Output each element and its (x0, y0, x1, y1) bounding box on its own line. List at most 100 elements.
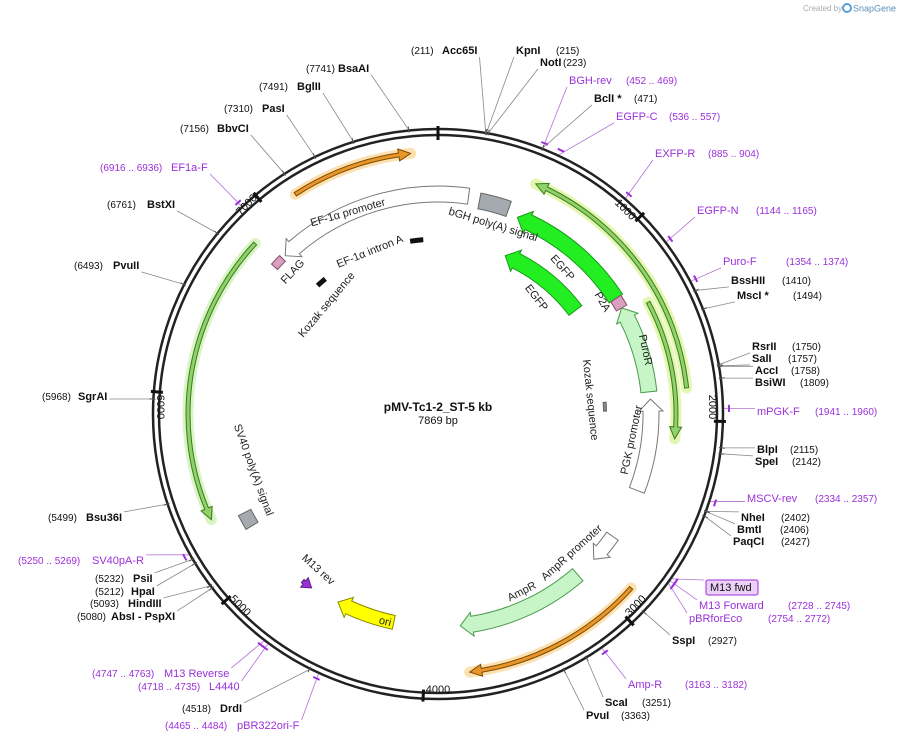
enzyme-label: (211) Acc65I (411, 45, 477, 57)
enzyme-site: (5093) (90, 599, 119, 610)
primer-name: M13 Reverse (164, 668, 229, 680)
enzyme-site-mark (718, 447, 726, 449)
cds-arrow (615, 307, 658, 394)
leader-line (542, 86, 568, 149)
enzyme-site: (2927) (708, 636, 737, 647)
enzyme-site: (3363) (621, 711, 650, 722)
scale-tick (150, 389, 163, 394)
primer-range: (2754 .. 2772) (768, 614, 830, 625)
enzyme-label: (215) KpnI (516, 45, 579, 57)
enzyme-site-mark (716, 363, 723, 366)
plasmid-length: 7869 bp (418, 415, 458, 427)
enzyme-site: (6761) (107, 200, 136, 211)
enzyme-site: (7741) (306, 64, 335, 75)
primer-label: (4718 .. 4735) L4440 (138, 681, 240, 693)
primer-name: EGFP-N (697, 205, 739, 217)
leader-line (704, 516, 732, 537)
enzyme-label: (1494) MscI * (737, 290, 822, 302)
enzyme-site-mark (718, 452, 725, 455)
primer-label: M13 fwd (710, 582, 752, 594)
leader-line (241, 643, 269, 682)
primer-mark (540, 141, 549, 146)
branding-logo (842, 3, 852, 13)
enzyme-site-mark (281, 170, 286, 176)
enzyme-name: NotI (540, 57, 561, 69)
feature-label: EF-1α promoter (309, 196, 387, 229)
primer-label: (4465 .. 4484) pBR322ori-F (165, 720, 300, 732)
enzyme-label: (1757) SalI (752, 353, 817, 365)
outer-arrow (293, 148, 412, 197)
enzyme-name: PvuI (586, 710, 609, 722)
ori-arrow (337, 596, 396, 630)
enzyme-name: BbvCI (217, 123, 249, 135)
leader-line (706, 511, 736, 525)
enzyme-name: MscI * (737, 290, 770, 302)
enzyme-site-mark (702, 514, 708, 519)
enzyme-site: (5499) (48, 513, 77, 524)
leader-line (488, 68, 539, 133)
primer-name: pBR322ori-F (237, 720, 300, 732)
primer-name: SV40pA-R (92, 555, 144, 567)
enzyme-site-mark (641, 609, 647, 615)
enzyme-label: (2142) SpeI (755, 456, 821, 468)
enzyme-label: (1750) RsrII (752, 341, 821, 353)
enzyme-site: (7491) (259, 82, 288, 93)
enzyme-label: (5968) SgrAI (42, 391, 107, 403)
promoter-arrow (284, 185, 471, 258)
enzyme-site-mark (180, 282, 187, 286)
primer-label: (1941 .. 1960) mPGK-F (757, 406, 877, 418)
plasmid-title: pMV-Tc1-2_ST-5 kb (384, 400, 492, 414)
enzyme-name: SspI (672, 635, 695, 647)
leader-line (176, 588, 212, 612)
enzyme-site: (2406) (780, 525, 809, 536)
primer-range: (4465 .. 4484) (165, 721, 227, 732)
enzyme-name: Bsu36I (86, 512, 122, 524)
enzyme-site: (5212) (95, 587, 124, 598)
primer-label: (452 .. 469) BGH-rev (569, 75, 677, 87)
enzyme-site: (5080) (77, 612, 106, 623)
branding-prefix: Created by (803, 4, 842, 13)
primer-name: pBRforEco (689, 613, 742, 625)
enzyme-site: (5232) (95, 574, 124, 585)
enzyme-label: (2427) PaqCI (733, 536, 810, 548)
primer-label: (536 .. 557) EGFP-C (616, 111, 720, 123)
scale-tick-label: 5000 (227, 593, 253, 619)
leader-line (124, 503, 167, 513)
enzyme-site-mark (718, 377, 725, 380)
kozak-bar (602, 401, 608, 412)
primer-mark (669, 582, 676, 590)
primer-name: MSCV-rev (747, 493, 798, 505)
scale-tick (634, 211, 646, 223)
enzyme-name: BsiWI (755, 377, 786, 389)
enzyme-name: SalI (752, 353, 772, 365)
primer-label: (5250 .. 5269) SV40pA-R (18, 555, 144, 567)
leader-line (721, 453, 754, 457)
leader-line (601, 648, 627, 680)
enzyme-name: BssHII (731, 275, 765, 287)
outer-arrow (645, 300, 683, 441)
enzyme-site-mark (487, 129, 490, 136)
enzyme-label: (3363) PvuI (586, 710, 650, 722)
enzyme-name: ScaI (605, 697, 628, 709)
enzyme-site-mark (693, 288, 699, 293)
primer-range: (5250 .. 5269) (18, 556, 80, 567)
cds-arrow (459, 567, 584, 638)
enzyme-name: BsaAI (338, 63, 369, 75)
enzyme-label: (7491) BglII (259, 81, 321, 93)
promoter-arrow (592, 531, 619, 560)
enzyme-site-mark (584, 655, 589, 662)
enzyme-label: (223)NotI (540, 57, 586, 69)
polya-box (477, 192, 512, 218)
enzyme-site-mark (703, 510, 710, 514)
enzyme-site: (1410) (782, 276, 811, 287)
enzyme-name: Acc65I (442, 45, 477, 57)
enzyme-label: (4518) DrdI (182, 703, 242, 715)
primer-mark (182, 553, 188, 561)
enzyme-site: (2427) (781, 537, 810, 548)
primer-label: (2754 .. 2772) pBRforEco (689, 613, 830, 625)
primer-name: EF1a-F (171, 162, 208, 174)
enzyme-site-mark (188, 557, 195, 562)
enzyme-site: (2402) (781, 513, 810, 524)
leader-line (286, 114, 315, 157)
